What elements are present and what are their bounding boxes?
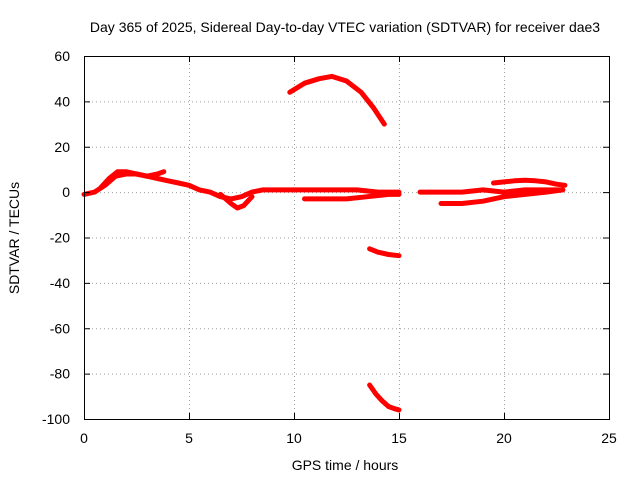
chart-title: Day 365 of 2025, Sidereal Day-to-day VTE… bbox=[90, 19, 600, 35]
series-satellite-track-10 bbox=[491, 177, 568, 188]
y-tick-label: 60 bbox=[54, 48, 70, 64]
y-tick-label: 0 bbox=[62, 184, 70, 200]
series-satellite-track-6 bbox=[367, 246, 402, 259]
x-tick-labels: 0 5 10 15 20 25 bbox=[80, 430, 617, 446]
x-tick-label: 20 bbox=[496, 430, 512, 446]
y-tick-label: -80 bbox=[50, 366, 70, 382]
y-tick-label: -60 bbox=[50, 320, 70, 336]
data-series bbox=[81, 73, 568, 413]
series-satellite-track-5 bbox=[287, 73, 387, 127]
y-tick-labels: -100 -80 -60 -40 -20 0 20 40 60 bbox=[42, 48, 70, 427]
x-axis-title: GPS time / hours bbox=[292, 457, 399, 473]
y-tick-label: -40 bbox=[50, 275, 70, 291]
series-satellite-track-9 bbox=[438, 187, 566, 206]
x-tick-label: 15 bbox=[391, 430, 407, 446]
x-tick-label: 0 bbox=[80, 430, 88, 446]
y-tick-label: -20 bbox=[50, 230, 70, 246]
series-satellite-track-4 bbox=[302, 191, 402, 202]
y-axis-title: SDTVAR / TECUs bbox=[6, 182, 22, 294]
series-satellite-track-8 bbox=[417, 187, 566, 195]
x-tick-label: 10 bbox=[286, 430, 302, 446]
series-satellite-track-7 bbox=[367, 382, 402, 413]
y-tick-label: -100 bbox=[42, 411, 70, 427]
grid bbox=[84, 56, 609, 419]
plot-frame bbox=[84, 56, 610, 420]
axis-ticks bbox=[84, 56, 610, 420]
y-tick-label: 40 bbox=[54, 93, 70, 109]
y-tick-label: 20 bbox=[54, 139, 70, 155]
series-satellite-track-1 bbox=[81, 171, 402, 202]
x-tick-label: 25 bbox=[601, 430, 617, 446]
series-satellite-track-2 bbox=[98, 169, 167, 191]
series-satellite-track-3 bbox=[218, 191, 255, 211]
x-tick-label: 5 bbox=[185, 430, 193, 446]
